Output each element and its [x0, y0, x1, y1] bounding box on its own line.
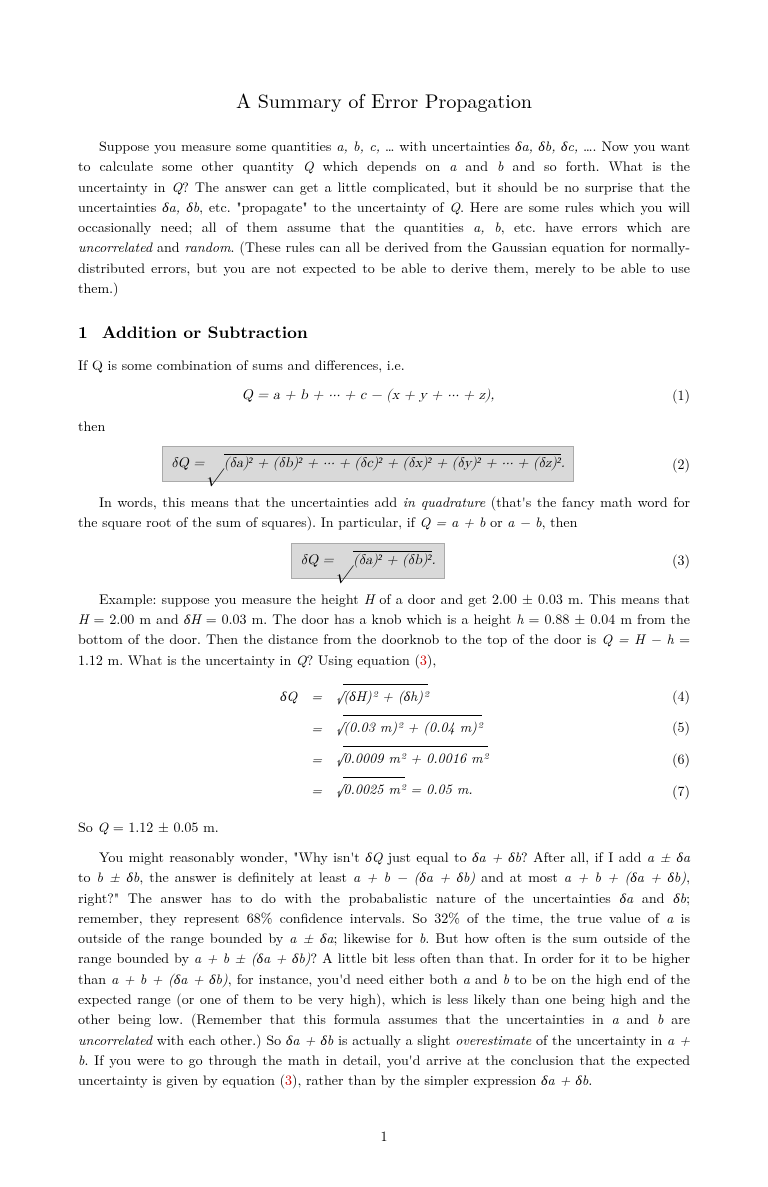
equation-4-number: (4): [672, 686, 690, 706]
equation-align-block: δQ = √(δH)² + (δh)² = √(0.03 m)² + (0.04…: [78, 680, 690, 807]
section-1-lead: If Q is some combination of sums and dif…: [78, 355, 690, 375]
equation-7-number: (7): [672, 781, 690, 801]
equation-2-box: δQ = √(δa)² + (δb)² + ··· + (δc)² + (δx)…: [162, 446, 574, 482]
section-title: Addition or Subtraction: [102, 320, 308, 344]
equation-3-number: (3): [658, 550, 690, 570]
ref-eq3[interactable]: 3: [420, 650, 427, 670]
align-row-2: √(0.03 m)² + (0.04 m)²: [332, 713, 492, 742]
align-row-1: √(δH)² + (δh)²: [332, 682, 492, 711]
section-1-heading: 1 Addition or Subtraction: [78, 320, 690, 345]
equation-2-number: (2): [658, 454, 690, 474]
result-line: So Q = 1.12 ± 0.05 m.: [78, 817, 690, 837]
eq2-radicand: (δa)² + (δb)² + ··· + (δc)² + (δx)² + (δ…: [224, 454, 561, 470]
equation-6-number: (6): [672, 749, 690, 769]
quadrature-paragraph: In words, this means that the uncertaint…: [78, 492, 690, 533]
intro-paragraph: Suppose you measure some quantities a, b…: [78, 136, 690, 298]
page-title: A Summary of Error Propagation: [78, 85, 690, 114]
equation-1-body: Q = a + b + ··· + c − (x + y + ··· + z),: [78, 385, 658, 405]
equation-2: δQ = √(δa)² + (δb)² + ··· + (δc)² + (δx)…: [78, 446, 690, 482]
eq3-prefix: δQ =: [300, 553, 338, 567]
eq3-radicand: (δa)² + (δb)²: [353, 551, 431, 567]
eq3-suffix: .: [432, 553, 436, 567]
then-text: then: [78, 416, 690, 436]
eq2-prefix: δQ =: [171, 456, 209, 470]
eq2-suffix: .: [561, 456, 565, 470]
discussion-paragraph: You might reasonably wonder, "Why isn't …: [78, 847, 690, 1091]
align-row-4: √0.0025 m² = 0.05 m.: [332, 775, 492, 804]
ref-eq3-b[interactable]: 3: [285, 1070, 292, 1090]
example-paragraph: Example: suppose you measure the height …: [78, 589, 690, 670]
equation-3: δQ = √(δa)² + (δb)². (3): [78, 543, 690, 579]
page-number: 1: [78, 1126, 690, 1146]
equation-3-box: δQ = √(δa)² + (δb)².: [291, 543, 444, 579]
section-number: 1: [78, 320, 88, 344]
equation-1: Q = a + b + ··· + c − (x + y + ··· + z),…: [78, 385, 690, 405]
align-row-3: √0.0009 m² + 0.0016 m²: [332, 744, 492, 773]
align-lhs: δQ: [276, 682, 301, 711]
equation-5-number: (5): [672, 717, 690, 737]
equation-1-number: (1): [658, 385, 690, 405]
